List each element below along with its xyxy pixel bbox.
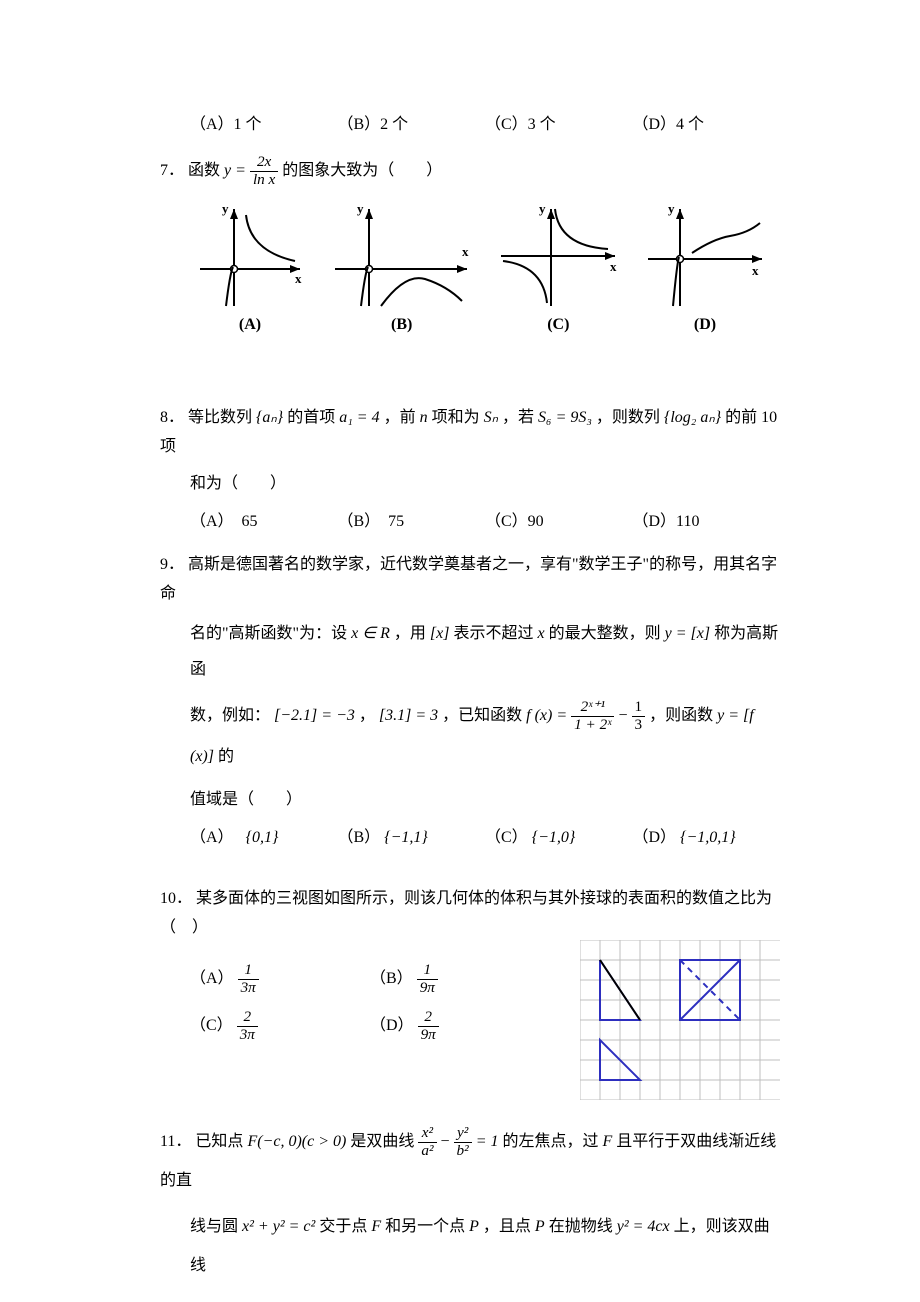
q9-line3: 数，例如： [−2.1] = −3 ， [3.1] = 3 ，已知函数 f (x… — [160, 695, 780, 778]
q8-option-d: （D）110 — [633, 507, 781, 531]
q8-option-c: （C）90 — [485, 507, 633, 531]
q8-line2: 和为（ ） — [160, 470, 780, 499]
q9-option-c: （C） {−1,0} — [485, 823, 633, 847]
q10-option-b: （B） 19π — [370, 962, 550, 996]
q9-options: （A） {0,1} （B） {−1,1} （C） {−1,0} （D） {−1,… — [160, 823, 780, 847]
q11-number: 11． — [160, 1133, 191, 1150]
q10-line1: 10． 某多面体的三视图如图所示，则该几何体的体积与其外接球的表面积的数值之比为… — [160, 885, 780, 943]
q10-number: 10． — [160, 890, 192, 907]
graph-b-svg: y x — [327, 201, 477, 311]
svg-text:y: y — [668, 201, 675, 216]
svg-text:y: y — [222, 201, 229, 216]
q7-graph-b: y x (B) — [327, 201, 477, 334]
q10-option-a: （A） 13π — [190, 962, 370, 996]
q10-option-d: （D） 29π — [370, 1009, 550, 1043]
q9-option-b: （B） {−1,1} — [338, 823, 486, 847]
q9-frac2: 13 — [632, 699, 646, 733]
q8-options: （A） 65 （B） 75 （C）90 （D）110 — [160, 507, 780, 531]
q7-graph-c: y x (C) — [493, 201, 623, 334]
q10-threeview-diagram — [580, 940, 780, 1105]
q9-line4: 值域是（ ） — [160, 786, 780, 815]
q6-option-d: （D）4 个 — [633, 110, 781, 134]
q7-graph-a: y x (A) — [190, 201, 310, 334]
q11-frac1: x²a² — [418, 1125, 436, 1159]
q9-line2: 名的"高斯函数"为：设 x ∈ R ，用 [x] 表示不超过 x 的最大整数，则… — [160, 616, 780, 686]
q7-stem: 7． 函数 y = 2xln x 的图象大致为（ ） — [160, 154, 780, 188]
q7-fraction: 2xln x — [250, 154, 278, 188]
q6-option-b: （B）2 个 — [338, 110, 486, 134]
q10-choices: （A） 13π （B） 19π （C） 23π （D） 29π — [160, 950, 580, 1055]
svg-text:y: y — [357, 201, 364, 216]
q8-line1: 8． 等比数列 {aₙ} 的首项 a₁ = 4 ，前 n 项和为 Sₙ ，若 S… — [160, 404, 780, 462]
q8-option-a: （A） 65 — [190, 507, 338, 531]
q11-line2: 线与圆 x² + y² = c² 交于点 F 和另一个点 P ，且点 P 在抛物… — [160, 1208, 780, 1285]
svg-text:x: x — [462, 244, 469, 259]
q6-option-a: （A）1 个 — [190, 110, 338, 134]
q11-frac2: y²b² — [454, 1125, 472, 1159]
graph-d-svg: y x — [640, 201, 770, 311]
q6-option-c: （C）3 个 — [485, 110, 633, 134]
q10-body: （A） 13π （B） 19π （C） 23π （D） 29π — [160, 950, 780, 1105]
q9-number: 9． — [160, 556, 184, 573]
graph-c-svg: y x — [493, 201, 623, 311]
q9-line1: 9． 高斯是德国著名的数学家，近代数学奠基者之一，享有"数学王子"的称号，用其名… — [160, 551, 780, 609]
svg-text:y: y — [539, 201, 546, 216]
svg-text:x: x — [752, 263, 759, 278]
q8-option-b: （B） 75 — [338, 507, 486, 531]
q6-options: （A）1 个 （B）2 个 （C）3 个 （D）4 个 — [160, 110, 780, 134]
q7-number: 7． — [160, 162, 184, 179]
q7-graph-d: y x (D) — [640, 201, 770, 334]
q9-option-a: （A） {0,1} — [190, 823, 338, 847]
graph-a-svg: y x — [190, 201, 310, 311]
q8-number: 8． — [160, 409, 184, 426]
q9-frac1: 2ˣ⁺¹1 + 2ˣ — [571, 699, 614, 733]
q11-line1: 11． 已知点 F(−c, 0)(c > 0) 是双曲线 x²a² − y²b²… — [160, 1123, 780, 1200]
q7-graphs: y x (A) y x (B) y x — [160, 196, 780, 364]
svg-text:x: x — [610, 259, 617, 274]
q10-option-c: （C） 23π — [190, 1009, 370, 1043]
svg-text:x: x — [295, 271, 302, 286]
q9-option-d: （D） {−1,0,1} — [633, 823, 781, 847]
